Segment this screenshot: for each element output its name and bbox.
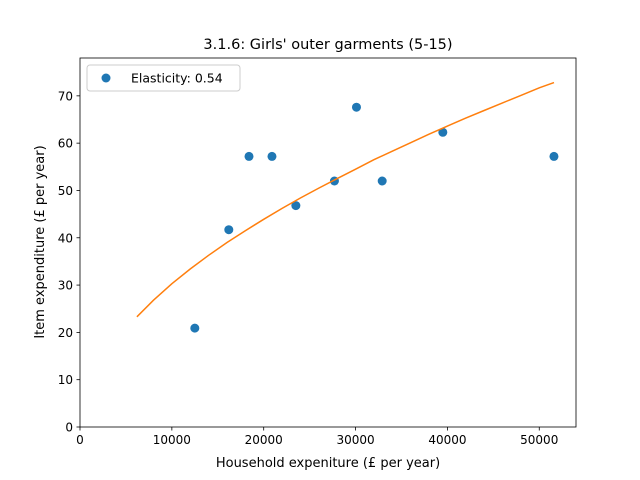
x-tick-label: 50000 [520,433,558,447]
y-tick-label: 10 [58,373,73,387]
y-tick-label: 40 [58,231,73,245]
y-tick-label: 60 [58,137,73,151]
x-tick-label: 10000 [153,433,191,447]
axes-frame [79,57,577,428]
plot-area [79,57,577,428]
legend-box [86,64,241,92]
y-tick-label: 0 [65,421,73,435]
legend-label: Elasticity: 0.54 [131,71,223,86]
data-point [377,176,387,186]
x-tick-label: 40000 [428,433,466,447]
y-tick-label: 50 [58,184,73,198]
y-axis: 0 10 20 30 40 50 60 70 [58,89,80,435]
legend-marker [101,73,111,83]
data-point [549,151,559,161]
y-axis-label: Item expenditure (£ per year) [33,145,48,338]
x-tick-label: 30000 [336,433,374,447]
y-tick-label: 30 [58,279,73,293]
y-tick-label: 20 [58,326,73,340]
data-point [224,225,234,235]
x-tick-label: 20000 [245,433,283,447]
x-axis-label: Household expeniture (£ per year) [216,456,440,471]
legend: Elasticity: 0.54 [86,64,241,92]
data-point [190,323,200,333]
x-axis: 0 10000 20000 30000 40000 50000 [76,427,558,447]
chart-title: 3.1.6: Girls' outer garments (5-15) [203,37,452,53]
x-tick-label: 0 [76,433,84,447]
data-point [267,151,277,161]
data-point [291,201,301,211]
y-tick-label: 70 [58,89,73,103]
data-point [244,151,254,161]
fit-line [136,81,555,318]
data-point [438,127,448,137]
data-point [351,102,361,112]
